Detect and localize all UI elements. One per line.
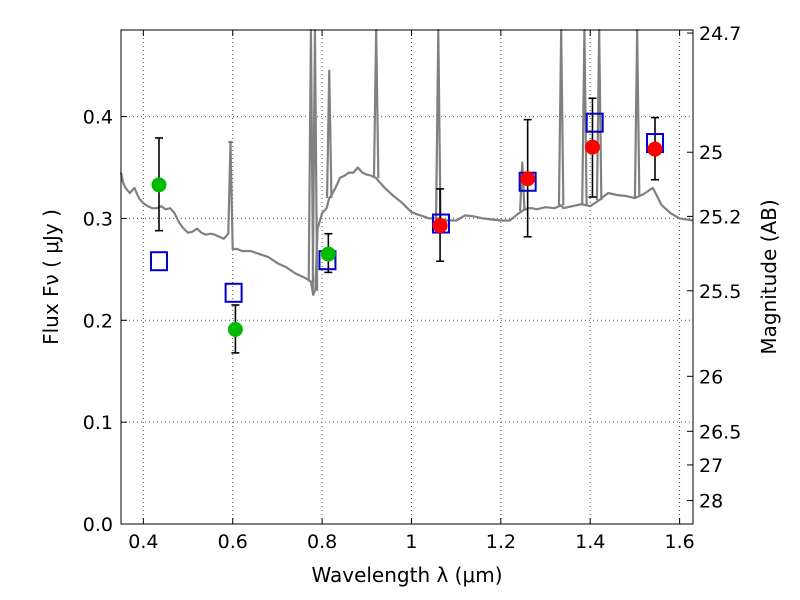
x-axis-label: Wavelength λ (μm) bbox=[311, 563, 502, 587]
y2-tick-label: 26 bbox=[699, 366, 723, 388]
x-tick-label: 1.4 bbox=[575, 531, 605, 553]
emission-line bbox=[325, 69, 333, 199]
axis-ticks: 0.4 0.6 0.8 1 1.2 1.4 1.6 0.0 0.1 0.2 0.3 0.4 24.7 25… bbox=[83, 23, 742, 553]
x-tick-label: 1.2 bbox=[486, 531, 516, 553]
y2-tick-label: 26.5 bbox=[699, 421, 741, 443]
emission-line bbox=[311, 28, 319, 291]
emission-line bbox=[518, 161, 526, 211]
data-point-marker bbox=[520, 171, 536, 187]
model-square-marker bbox=[224, 282, 243, 303]
plot-frame bbox=[120, 29, 694, 525]
data-markers bbox=[149, 112, 665, 337]
model-square-marker bbox=[149, 251, 168, 272]
x-tick-label: 0.8 bbox=[307, 531, 337, 553]
y2-tick-label: 28 bbox=[699, 491, 723, 513]
y2-axis-label: Magnitude (AB) bbox=[757, 199, 781, 354]
x-tick-label: 0.4 bbox=[128, 531, 158, 553]
data-point-marker bbox=[584, 139, 600, 155]
data-point-marker bbox=[227, 321, 243, 337]
y-tick-label: 0.4 bbox=[83, 107, 113, 129]
y-tick-label: 0.0 bbox=[83, 514, 113, 536]
y2-tick-label: 27 bbox=[699, 455, 723, 477]
emission-line bbox=[557, 28, 565, 206]
y-tick-label: 0.2 bbox=[83, 310, 113, 332]
y-tick-label: 0.3 bbox=[83, 208, 113, 230]
spectrum-line bbox=[119, 140, 694, 296]
emission-line bbox=[595, 28, 603, 201]
y2-tick-label: 25.2 bbox=[699, 206, 741, 228]
data-point-marker bbox=[151, 177, 167, 193]
model-square-marker bbox=[585, 112, 604, 133]
y2-tick-label: 25.5 bbox=[699, 281, 741, 303]
y-axis-label: Flux Fν ( μJy ) bbox=[39, 209, 63, 345]
grid-lines bbox=[121, 30, 693, 525]
y-tick-label: 0.1 bbox=[83, 412, 113, 434]
data-point-marker bbox=[320, 246, 336, 262]
x-tick-label: 1.6 bbox=[664, 531, 694, 553]
x-tick-label: 0.6 bbox=[218, 531, 248, 553]
model-spectrum bbox=[119, 28, 694, 296]
data-point-marker bbox=[432, 218, 448, 234]
x-tick-label: 1 bbox=[405, 531, 417, 553]
y2-tick-label: 25 bbox=[699, 142, 723, 164]
data-point-marker bbox=[647, 141, 663, 157]
y2-tick-label: 24.7 bbox=[699, 23, 741, 45]
emission-line bbox=[633, 28, 641, 198]
emission-line bbox=[372, 28, 380, 179]
